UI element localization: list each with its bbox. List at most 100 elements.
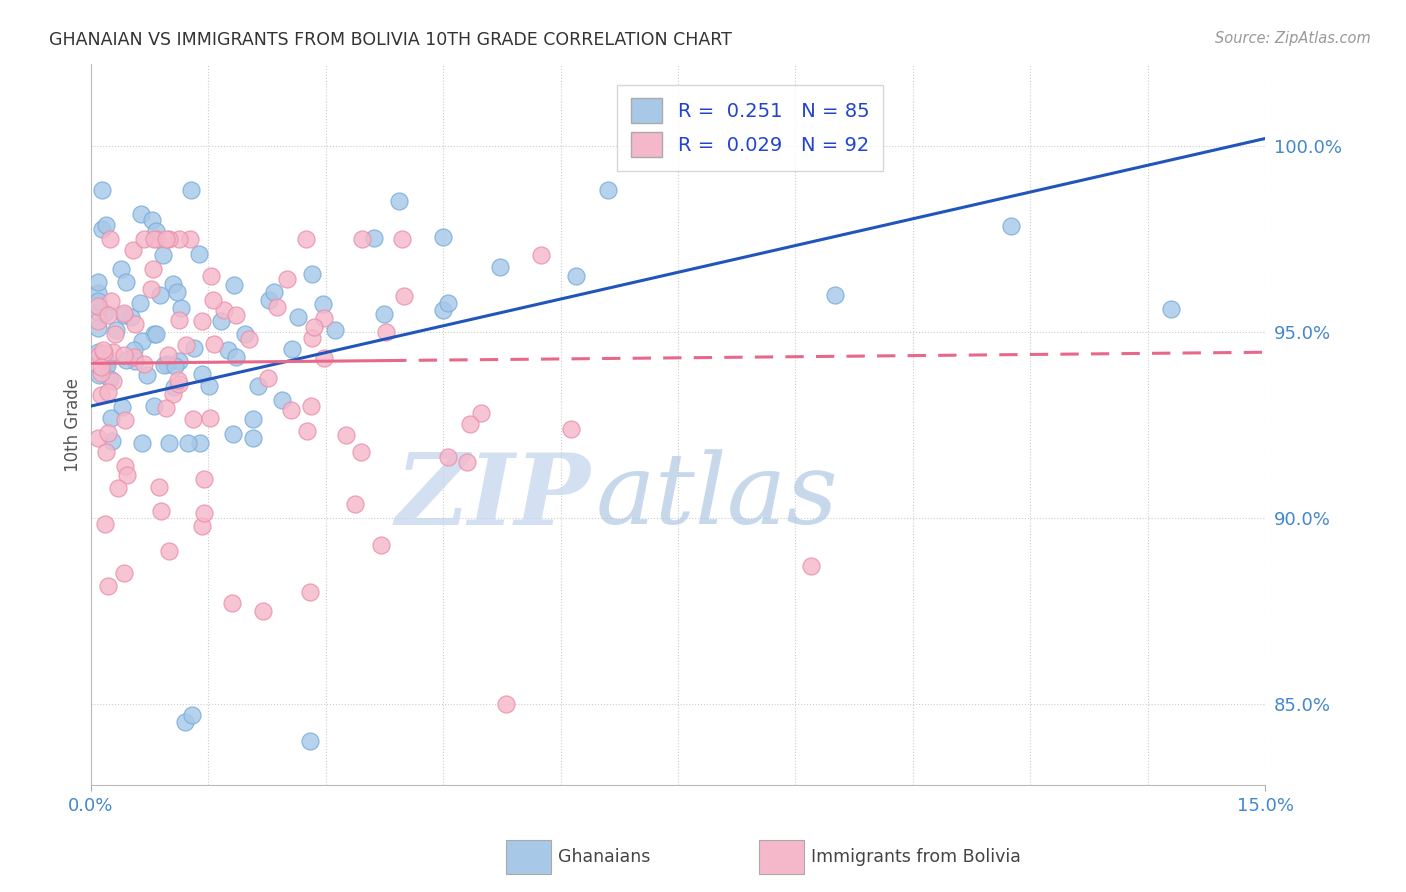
Point [181, 707, 204, 722]
Point [200, 411, 222, 425]
Point [87, 275, 110, 289]
Point [124, 317, 146, 331]
Point [87, 431, 110, 445]
Point [87, 294, 110, 309]
Point [173, 715, 195, 730]
Point [103, 374, 125, 388]
Point [200, 268, 222, 283]
Point [167, 373, 190, 387]
Point [183, 341, 205, 355]
Text: Ghanaians: Ghanaians [558, 848, 651, 866]
Point [202, 336, 225, 351]
Point [91, 343, 114, 357]
Text: Immigrants from Bolivia: Immigrants from Bolivia [811, 848, 1021, 866]
Point [263, 285, 285, 299]
Point [143, 399, 166, 413]
Point [276, 271, 298, 285]
Legend: R =  0.251   N = 85, R =  0.029   N = 92: R = 0.251 N = 85, R = 0.029 N = 92 [617, 85, 883, 170]
Point [335, 427, 357, 442]
Point [436, 450, 458, 464]
Point [122, 243, 145, 257]
Point [209, 314, 232, 328]
Point [87, 314, 110, 328]
Point [488, 260, 510, 274]
Point [96, 218, 118, 232]
Point [131, 436, 153, 450]
Point [432, 229, 454, 244]
Point [191, 518, 214, 533]
Point [188, 246, 211, 260]
Point [344, 497, 367, 511]
Point [110, 262, 132, 277]
Point [98, 232, 121, 246]
Point [242, 411, 264, 425]
Point [111, 401, 134, 415]
Point [224, 278, 246, 293]
Point [87, 345, 110, 359]
Point [97, 426, 120, 441]
Point [112, 348, 135, 362]
Point [280, 403, 302, 417]
Point [165, 359, 187, 373]
Point [179, 232, 201, 246]
Point [247, 378, 270, 392]
Point [94, 306, 117, 320]
Point [114, 276, 136, 290]
Point [281, 342, 304, 356]
Point [824, 287, 846, 301]
Point [155, 401, 177, 415]
Point [373, 307, 395, 321]
Point [120, 310, 142, 325]
Point [314, 351, 336, 365]
Point [87, 299, 110, 313]
Point [800, 559, 823, 574]
Point [87, 305, 110, 319]
Point [145, 327, 167, 342]
Point [155, 232, 177, 246]
Point [388, 194, 411, 208]
Point [114, 413, 136, 427]
Point [221, 596, 243, 610]
Point [177, 436, 200, 450]
Point [100, 294, 122, 309]
Point [156, 357, 179, 371]
Point [149, 504, 172, 518]
Point [101, 344, 124, 359]
Point [375, 325, 398, 339]
Point [96, 354, 118, 368]
Point [131, 334, 153, 349]
Point [233, 326, 256, 341]
Point [117, 467, 139, 482]
Point [301, 268, 323, 282]
Point [298, 585, 321, 599]
Point [470, 406, 492, 420]
Point [301, 331, 323, 345]
Point [349, 445, 371, 459]
Y-axis label: 10th Grade: 10th Grade [65, 377, 82, 472]
Point [142, 326, 165, 341]
Point [458, 417, 481, 431]
Text: ZIP: ZIP [395, 449, 591, 545]
Point [141, 282, 163, 296]
Point [157, 232, 180, 246]
Point [93, 346, 115, 360]
Point [295, 424, 318, 438]
Point [91, 222, 114, 236]
Text: GHANAIAN VS IMMIGRANTS FROM BOLIVIA 10TH GRADE CORRELATION CHART: GHANAIAN VS IMMIGRANTS FROM BOLIVIA 10TH… [49, 31, 733, 49]
Point [157, 436, 180, 450]
Point [90, 388, 112, 402]
Point [152, 248, 174, 262]
Point [122, 343, 145, 357]
Point [314, 311, 336, 326]
Point [162, 387, 184, 401]
Point [299, 399, 322, 413]
Point [101, 434, 124, 448]
Point [162, 277, 184, 291]
Point [170, 301, 193, 316]
Point [114, 353, 136, 368]
Point [565, 268, 588, 283]
Point [225, 308, 247, 322]
Point [212, 303, 235, 318]
Point [217, 343, 239, 358]
Point [132, 232, 155, 246]
